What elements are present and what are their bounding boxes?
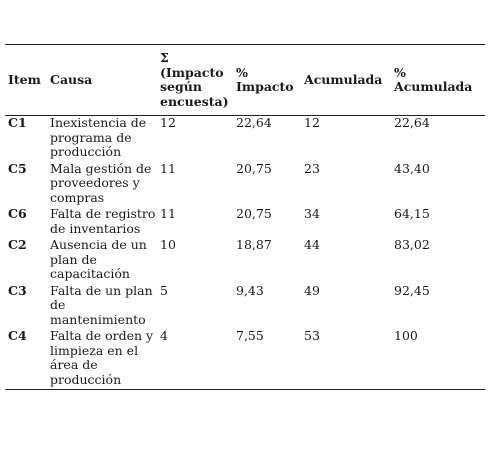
header-pct-acumulada: % Acumulada [394, 64, 473, 94]
cell-sigma: 4 [160, 328, 168, 343]
causes-table: Item Causa Σ (Impacto según encuesta) % … [5, 44, 485, 390]
table-row: C6 Falta de registro de inventarios 11 2… [5, 206, 485, 238]
cell-acumulada: 12 [304, 115, 320, 130]
header-acumulada: Acumulada [304, 71, 383, 87]
header-causa: Causa [50, 71, 93, 87]
cell-impacto: 22,64 [236, 115, 272, 130]
header-row: Item Causa Σ (Impacto según encuesta) % … [5, 44, 485, 116]
cell-sigma: 10 [160, 237, 176, 252]
table-row: C3 Falta de un plan de mantenimiento 5 9… [5, 282, 485, 330]
cell-sigma: 5 [160, 282, 168, 298]
cell-item: C4 [8, 328, 27, 343]
cell-item: C2 [8, 237, 27, 252]
cell-sigma: 11 [160, 206, 176, 221]
cell-acumulada: 53 [304, 328, 320, 343]
cell-pct-acumulada: 64,15 [394, 206, 430, 221]
cell-impacto: 20,75 [236, 206, 272, 221]
cell-pct-acumulada: 22,64 [394, 115, 430, 130]
table-row: C4 Falta de orden y limpieza en el área … [5, 328, 485, 390]
cell-impacto: 18,87 [236, 237, 272, 252]
cell-pct-acumulada: 100 [394, 328, 418, 343]
table-row: C5 Mala gestión de proveedores y compras… [5, 160, 485, 208]
cell-acumulada: 44 [304, 237, 320, 252]
cell-item: C1 [8, 115, 27, 130]
cell-impacto: 9,43 [236, 282, 264, 298]
header-impacto: % Impacto [236, 64, 294, 94]
cell-item: C3 [8, 282, 27, 298]
cell-causa: Falta de registro de inventarios [50, 206, 156, 236]
cell-impacto: 7,55 [236, 328, 264, 343]
cell-pct-acumulada: 83,02 [394, 237, 430, 252]
header-item: Item [8, 71, 41, 87]
cell-impacto: 20,75 [236, 160, 272, 176]
cell-acumulada: 34 [304, 206, 320, 221]
cell-causa: Inexistencia de programa de producción [50, 115, 147, 159]
cell-acumulada: 49 [304, 282, 320, 298]
cell-causa: Ausencia de un plan de capacitación [50, 237, 147, 281]
table-row: C1 Inexistencia de programa de producció… [5, 115, 485, 162]
table-body: C1 Inexistencia de programa de producció… [5, 115, 485, 390]
cell-item: C6 [8, 206, 27, 221]
cell-item: C5 [8, 160, 27, 176]
cell-sigma: 12 [160, 115, 176, 130]
cell-pct-acumulada: 92,45 [394, 282, 430, 298]
header-sigma: Σ (Impacto según encuesta) [160, 50, 229, 109]
table-header: Item Causa Σ (Impacto según encuesta) % … [5, 44, 485, 116]
cell-acumulada: 23 [304, 160, 320, 176]
cell-pct-acumulada: 43,40 [394, 160, 430, 176]
cell-causa: Mala gestión de proveedores y compras [50, 160, 152, 205]
cell-sigma: 11 [160, 160, 176, 176]
cell-causa: Falta de orden y limpieza en el área de … [50, 328, 154, 387]
cell-causa: Falta de un plan de mantenimiento [50, 282, 153, 327]
table-row: C2 Ausencia de un plan de capacitación 1… [5, 237, 485, 284]
